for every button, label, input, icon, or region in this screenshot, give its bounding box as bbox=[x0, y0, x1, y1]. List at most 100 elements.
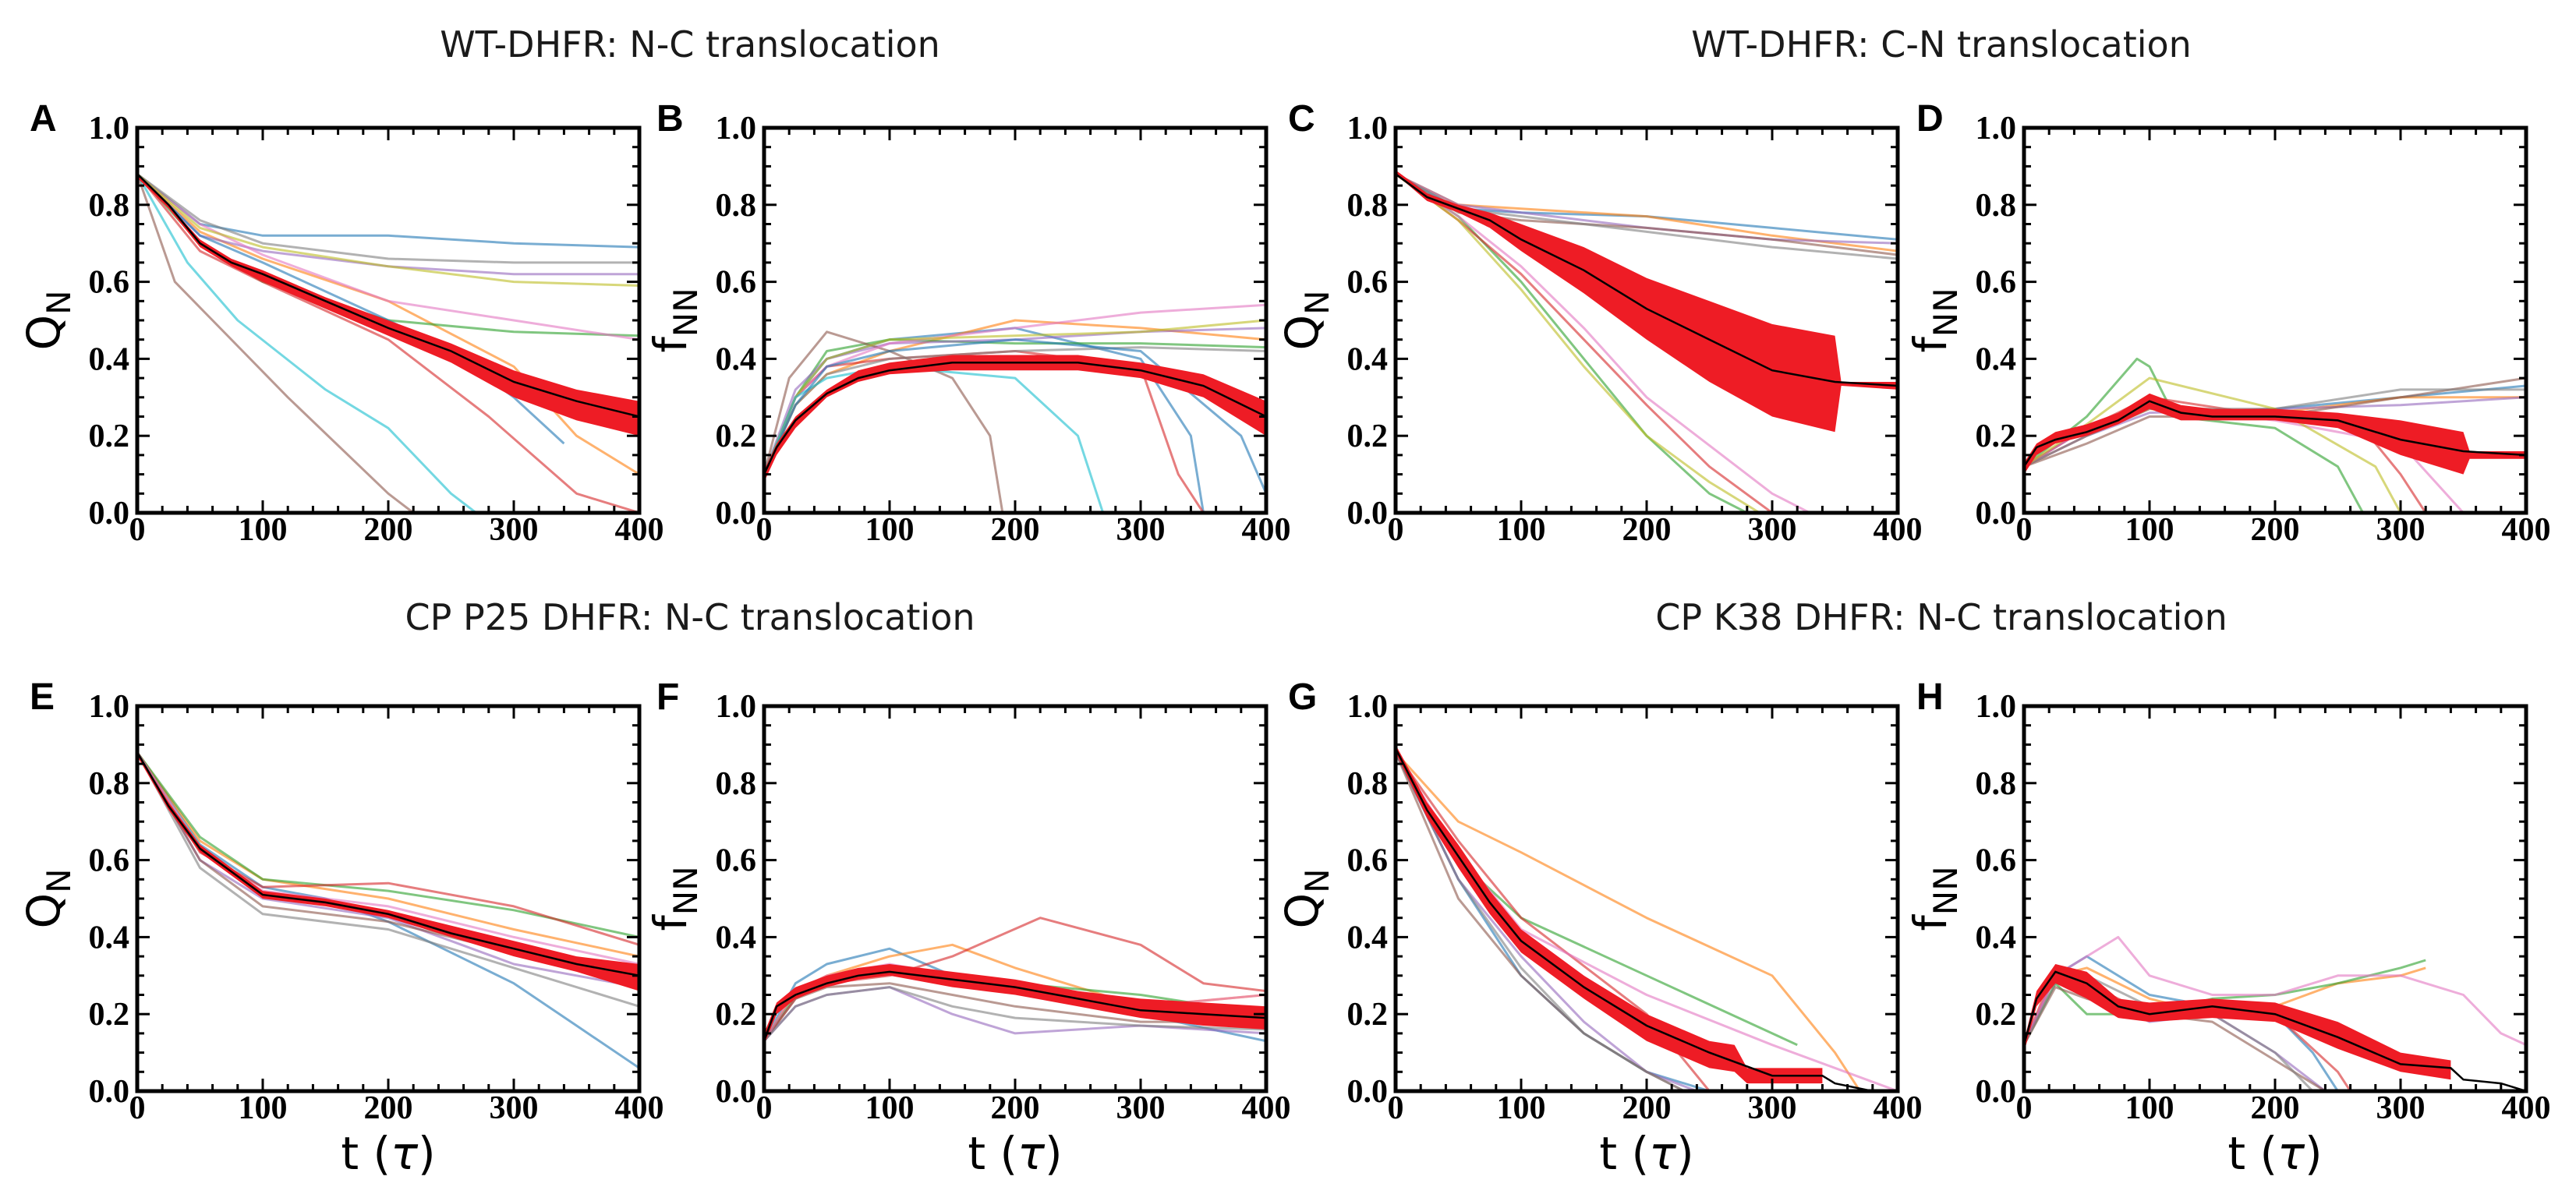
trajectory-line bbox=[764, 365, 1105, 513]
x-tick-label: 0 bbox=[129, 512, 146, 548]
y-tick-label: 0.0 bbox=[716, 496, 757, 532]
y-tick-label: 0.6 bbox=[1347, 265, 1389, 301]
x-tick-label: 200 bbox=[364, 512, 413, 548]
y-tick-label: 1.0 bbox=[1347, 111, 1389, 147]
y-tick-label: 1.0 bbox=[1347, 689, 1389, 725]
y-tick-label: 0.4 bbox=[1976, 341, 2017, 377]
x-tick-label: 300 bbox=[1116, 1090, 1166, 1126]
mean-line bbox=[764, 970, 1266, 1042]
x-tick-label: 300 bbox=[490, 1090, 539, 1126]
y-axis-label: fNN bbox=[1904, 866, 1965, 931]
group-title-wt-nc: WT-DHFR: N-C translocation bbox=[440, 23, 940, 65]
trajectory-line bbox=[764, 338, 1266, 494]
trajectory-line bbox=[137, 751, 639, 1008]
y-tick-label: 0.0 bbox=[1976, 1074, 2017, 1110]
panel-label: A bbox=[30, 98, 57, 140]
axes-frame bbox=[2022, 125, 2528, 515]
plot-area-c bbox=[1396, 170, 1898, 513]
y-axis-label: fNN bbox=[1904, 288, 1965, 352]
x-tick-label: 0 bbox=[1388, 1090, 1404, 1126]
y-axis-label: fNN bbox=[644, 288, 705, 352]
y-tick-label: 0.2 bbox=[716, 997, 757, 1033]
y-tick-label: 0.2 bbox=[1976, 997, 2017, 1033]
std-band bbox=[137, 752, 639, 991]
x-tick-label: 200 bbox=[1622, 512, 1672, 548]
trajectory-line bbox=[1396, 751, 1861, 1091]
y-tick-label: 0.6 bbox=[1976, 843, 2017, 879]
x-tick-label: 200 bbox=[991, 1090, 1040, 1126]
x-tick-label: 200 bbox=[364, 1090, 413, 1126]
trajectory-line bbox=[764, 982, 1266, 1042]
x-tick-label: 400 bbox=[615, 1090, 664, 1126]
y-tick-label: 0.4 bbox=[89, 920, 130, 956]
panel-label: H bbox=[1916, 676, 1944, 718]
y-axis-label: QN bbox=[1276, 868, 1336, 928]
mean-line bbox=[1396, 747, 1898, 1091]
y-tick-label: 1.0 bbox=[1976, 111, 2017, 147]
panel-label: C bbox=[1288, 98, 1315, 140]
x-tick-label: 400 bbox=[1874, 512, 1923, 548]
plot-area-h bbox=[2024, 935, 2526, 1091]
trajectory-line bbox=[137, 751, 639, 958]
panel-label: B bbox=[656, 98, 684, 140]
x-tick-label: 300 bbox=[1748, 512, 1797, 548]
trajectory-line bbox=[137, 173, 639, 287]
panel-label: G bbox=[1288, 676, 1317, 718]
y-tick-label: 0.2 bbox=[1347, 997, 1389, 1033]
panel-c: 0 100 200 300 400 0.0 0.2 0.4 0.6 0.8 1.0 C QN bbox=[1276, 98, 1923, 548]
trajectory-line bbox=[2024, 974, 2314, 1091]
y-tick-label: 0.4 bbox=[1976, 920, 2017, 956]
trajectory-line bbox=[137, 173, 415, 513]
y-tick-label: 0.4 bbox=[716, 920, 757, 956]
y-tick-label: 0.2 bbox=[716, 419, 757, 454]
trajectory-line bbox=[137, 173, 639, 337]
trajectory-line bbox=[137, 751, 639, 938]
y-tick-label: 1.0 bbox=[716, 111, 757, 147]
y-tick-label: 0.8 bbox=[716, 766, 757, 802]
trajectory-line bbox=[137, 173, 477, 513]
y-tick-label: 0.2 bbox=[89, 419, 130, 454]
trajectory-line bbox=[1396, 173, 1760, 513]
axes-frame bbox=[2022, 704, 2528, 1093]
x-tick-label: 200 bbox=[2251, 1090, 2300, 1126]
panel-label: F bbox=[656, 676, 679, 718]
trajectory-line bbox=[1396, 172, 1898, 245]
x-tick-label: 300 bbox=[490, 512, 539, 548]
std-band bbox=[1396, 170, 1898, 433]
std-band bbox=[2024, 964, 2451, 1080]
y-tick-label: 0.0 bbox=[1976, 496, 2017, 532]
mean-line bbox=[764, 362, 1266, 475]
y-tick-label: 0.8 bbox=[1347, 188, 1389, 224]
x-axis-label: t (τ) bbox=[968, 1127, 1062, 1180]
y-tick-label: 0.4 bbox=[1347, 920, 1389, 956]
y-tick-label: 0.6 bbox=[716, 843, 757, 879]
y-tick-label: 0.8 bbox=[716, 188, 757, 224]
trajectory-line bbox=[137, 173, 639, 341]
group-title-cp-p25: CP P25 DHFR: N-C translocation bbox=[405, 596, 975, 638]
mean-line bbox=[1396, 173, 1898, 387]
x-tick-label: 400 bbox=[1242, 512, 1291, 548]
axes-frame bbox=[1393, 125, 1900, 515]
y-tick-label: 0.2 bbox=[89, 997, 130, 1033]
axes-frame bbox=[1393, 704, 1900, 1093]
mean-line bbox=[2024, 400, 2526, 468]
axes-frame bbox=[762, 125, 1269, 515]
std-band bbox=[764, 964, 1266, 1045]
y-tick-label: 0.0 bbox=[1347, 1074, 1389, 1110]
x-tick-label: 100 bbox=[865, 512, 915, 548]
y-tick-label: 1.0 bbox=[89, 111, 130, 147]
x-tick-label: 400 bbox=[2502, 512, 2551, 548]
x-tick-label: 400 bbox=[2502, 1090, 2551, 1126]
panel-g: 0 100 200 300 400 0.0 0.2 0.4 0.6 0.8 1.0 G QN t (τ) bbox=[1276, 676, 1923, 1180]
panel-e: 0 100 200 300 400 0.0 0.2 0.4 0.6 0.8 1.0 E QN t (τ) bbox=[17, 676, 664, 1180]
y-tick-label: 0.0 bbox=[89, 1074, 130, 1110]
plot-area-e bbox=[137, 751, 639, 1069]
y-tick-label: 0.0 bbox=[716, 1074, 757, 1110]
group-title-wt-cn: WT-DHFR: C-N translocation bbox=[1691, 23, 2192, 65]
mean-line bbox=[137, 173, 639, 418]
plot-area-b bbox=[764, 303, 1266, 513]
